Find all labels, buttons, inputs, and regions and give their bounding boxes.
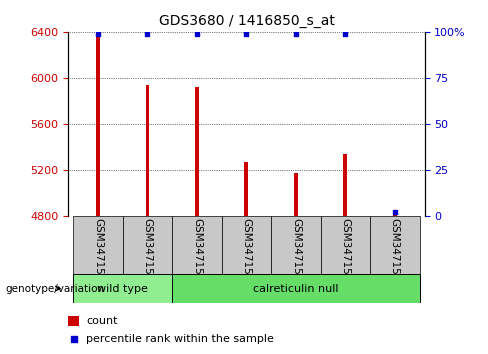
Text: GSM347150: GSM347150: [93, 218, 103, 281]
Bar: [73, 216, 123, 274]
Point: [143, 31, 151, 36]
Text: GSM347156: GSM347156: [390, 218, 400, 281]
Bar: [370, 216, 420, 274]
Bar: [344, 154, 347, 216]
Bar: [393, 215, 397, 216]
Bar: [172, 274, 420, 303]
Bar: [68, 316, 79, 326]
Bar: [123, 216, 172, 274]
Text: GSM347151: GSM347151: [142, 218, 152, 281]
Bar: [244, 162, 248, 216]
Text: GSM347154: GSM347154: [291, 218, 301, 281]
Text: wild type: wild type: [97, 284, 148, 293]
Bar: [195, 86, 199, 216]
Point: [94, 31, 102, 36]
Bar: [96, 34, 100, 216]
Point: [292, 31, 300, 36]
Bar: [294, 173, 298, 216]
Bar: [321, 216, 370, 274]
Text: genotype/variation: genotype/variation: [5, 284, 104, 293]
Text: count: count: [86, 316, 118, 326]
Point: [193, 31, 201, 36]
Text: GSM347152: GSM347152: [192, 218, 202, 281]
Bar: [172, 216, 222, 274]
Text: GSM347155: GSM347155: [341, 218, 350, 281]
Bar: [271, 216, 321, 274]
Bar: [73, 274, 172, 303]
Bar: [145, 85, 149, 216]
Point: [342, 31, 349, 36]
Point: [70, 336, 78, 342]
Title: GDS3680 / 1416850_s_at: GDS3680 / 1416850_s_at: [159, 14, 334, 28]
Text: GSM347153: GSM347153: [242, 218, 251, 281]
Text: calreticulin null: calreticulin null: [253, 284, 339, 293]
Point: [243, 31, 250, 36]
Bar: [222, 216, 271, 274]
Point: [391, 210, 399, 215]
Text: percentile rank within the sample: percentile rank within the sample: [86, 334, 274, 344]
